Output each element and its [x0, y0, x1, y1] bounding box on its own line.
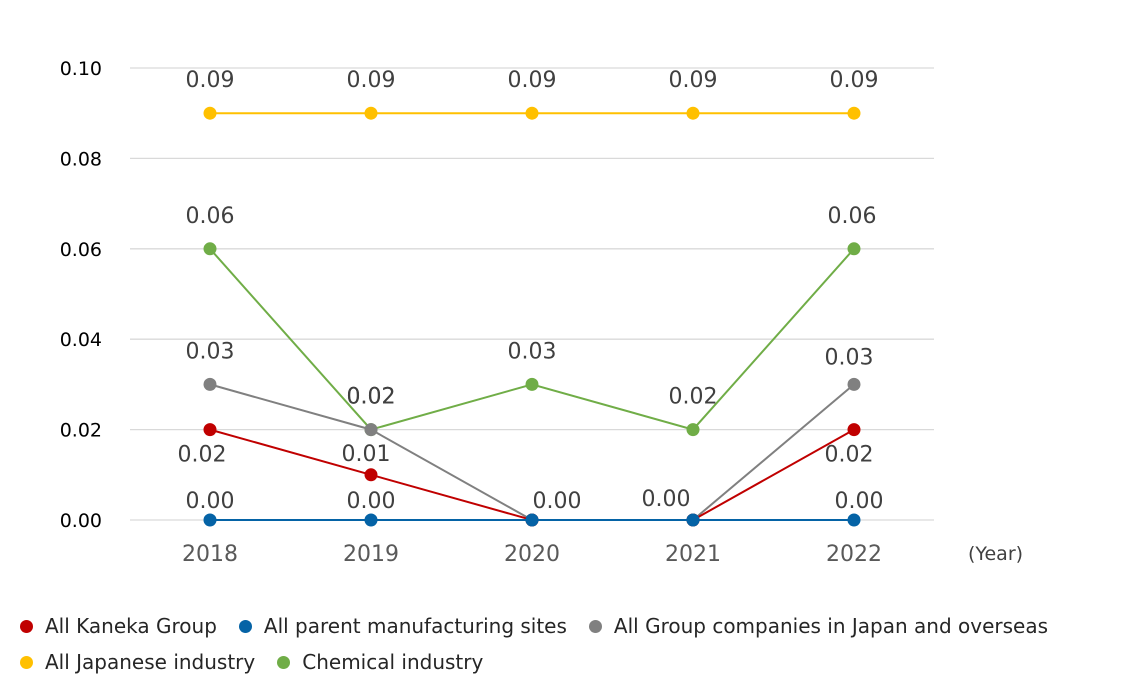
legend-item-group-companies: All Group companies in Japan and oversea…: [588, 614, 1049, 638]
y-tick-label: 0.06: [60, 239, 102, 261]
data-label: 0.03: [825, 345, 874, 370]
data-point: [203, 513, 217, 527]
x-unit-label: (Year): [968, 543, 1023, 565]
chart-svg: 0.00 0.02 0.04 0.06 0.08 0.10 2018 2019 2020 2021…: [60, 58, 1023, 567]
data-point: [525, 377, 539, 391]
data-point: [203, 377, 217, 391]
x-tick-label: 2022: [826, 542, 882, 567]
legend-label: Chemical industry: [302, 650, 484, 674]
legend-label: All Group companies in Japan and oversea…: [613, 614, 1049, 638]
data-label: 0.09: [669, 68, 718, 93]
data-point: [847, 423, 861, 437]
legend-marker: [588, 619, 602, 633]
legend-row-1: All Kaneka Group All parent manufacturin…: [20, 608, 1140, 644]
data-label: 0.09: [347, 68, 396, 93]
data-point: [364, 513, 378, 527]
data-label: 0.02: [178, 443, 227, 468]
y-tick-label: 0.04: [60, 329, 102, 351]
data-label: 0.02: [347, 385, 396, 410]
data-point: [847, 242, 861, 256]
legend-label: All Kaneka Group: [45, 614, 217, 638]
data-point: [847, 106, 861, 120]
data-label: 0.06: [186, 204, 235, 229]
data-label: 0.00: [533, 489, 582, 514]
data-point: [686, 513, 700, 527]
data-label: 0.00: [835, 489, 884, 514]
y-tick-label: 0.00: [60, 510, 102, 532]
data-point: [686, 423, 700, 437]
x-tick-label: 2019: [343, 542, 399, 567]
legend-marker: [20, 619, 33, 633]
data-label: 0.09: [508, 68, 557, 93]
legend-label: All Japanese industry: [45, 650, 256, 674]
data-label: 0.02: [825, 443, 874, 468]
x-tick-label: 2020: [504, 542, 560, 567]
data-point: [203, 242, 217, 256]
x-tick-label: 2021: [665, 542, 721, 567]
y-tick-label: 0.08: [60, 148, 102, 170]
x-tick-label: 2018: [182, 542, 238, 567]
data-label: 0.00: [347, 489, 396, 514]
data-point: [364, 423, 378, 437]
data-label: 0.03: [186, 339, 235, 364]
data-label: 0.02: [669, 385, 718, 410]
legend-item-chemical-industry: Chemical industry: [277, 650, 483, 674]
legend-row-2: All Japanese industry Chemical industry: [20, 644, 1140, 680]
data-point: [525, 106, 539, 120]
data-point: [525, 513, 539, 527]
data-point: [686, 106, 700, 120]
legend: All Kaneka Group All parent manufacturin…: [20, 608, 1140, 680]
data-label: 0.06: [828, 204, 877, 229]
data-label: 0.09: [186, 68, 235, 93]
data-point: [847, 377, 861, 391]
data-label: 0.09: [830, 68, 879, 93]
data-point: [364, 106, 378, 120]
data-point: [847, 513, 861, 527]
legend-marker: [277, 655, 291, 669]
legend-marker: [238, 619, 252, 633]
data-point: [203, 423, 217, 437]
data-label: 0.00: [642, 487, 691, 512]
y-tick-label: 0.02: [60, 420, 102, 442]
legend-item-japanese-industry: All Japanese industry: [20, 650, 255, 674]
data-label: 0.01: [342, 442, 391, 467]
data-label: 0.00: [186, 489, 235, 514]
legend-item-parent-sites: All parent manufacturing sites: [238, 614, 567, 638]
y-tick-label: 0.10: [60, 58, 102, 80]
data-point: [364, 468, 378, 482]
data-label: 0.02: [347, 385, 396, 410]
data-point: [203, 106, 217, 120]
legend-label: All parent manufacturing sites: [263, 614, 567, 638]
data-label: 0.03: [508, 339, 557, 364]
legend-item-kaneka-group: All Kaneka Group: [20, 614, 217, 638]
legend-marker: [20, 655, 33, 669]
